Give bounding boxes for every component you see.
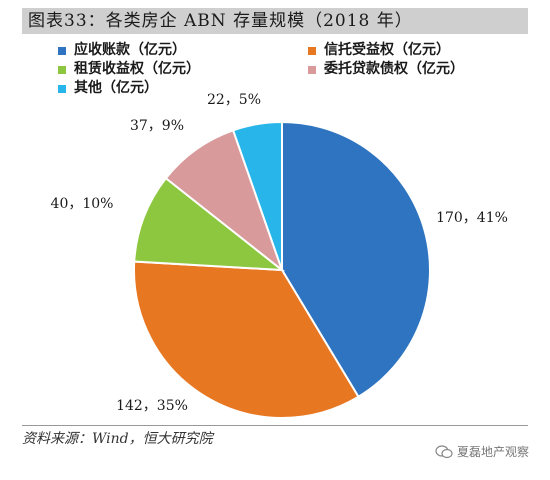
data-label-other: 22，5% <box>207 92 261 108</box>
legend-item-trust: 信托受益权（亿元） <box>308 42 450 59</box>
legend-item-other: 其他（亿元） <box>58 80 158 97</box>
watermark-text: 夏磊地产观察 <box>457 445 530 459</box>
pie-slices <box>133 120 431 419</box>
data-label-trust: 142，35% <box>116 398 188 414</box>
pie-slice-entrusted-loan <box>164 129 285 273</box>
data-label-entrusted-loan: 37，9% <box>130 118 184 134</box>
source-divider <box>22 425 528 426</box>
pie-slice-lease <box>133 176 286 272</box>
wechat-icon <box>435 444 453 458</box>
legend-swatch-entrusted-loan <box>308 65 316 74</box>
chart-title: 图表33：各类房企 ABN 存量规模（2018 年） <box>22 8 528 34</box>
legend-swatch-trust <box>308 46 316 55</box>
pie-labels: 170，41% 142，35% 40，10% 37，9% 22，5% <box>51 92 508 414</box>
legend-swatch-other <box>58 84 66 93</box>
data-label-lease: 40，10% <box>51 196 114 212</box>
legend-label-entrusted-loan: 委托贷款债权（亿元） <box>324 61 464 77</box>
legend-swatch-receivables <box>58 46 66 55</box>
legend-swatch-lease <box>58 65 66 74</box>
legend-item-lease: 租赁收益权（亿元） <box>58 61 200 78</box>
legend-item-entrusted-loan: 委托贷款债权（亿元） <box>308 61 464 78</box>
legend-label-receivables: 应收账款（亿元） <box>74 42 186 58</box>
pie-slice-receivables <box>281 120 431 399</box>
source-note: 资料来源：Wind，恒大研究院 <box>22 431 213 447</box>
data-label-receivables: 170，41% <box>436 210 508 226</box>
legend-label-other: 其他（亿元） <box>74 80 158 96</box>
watermark: 夏磊地产观察 <box>435 443 529 460</box>
legend-label-lease: 租赁收益权（亿元） <box>74 61 200 77</box>
legend-label-trust: 信托受益权（亿元） <box>324 42 450 58</box>
pie-slice-trust <box>133 260 360 419</box>
pie-slice-other <box>231 120 283 271</box>
legend-item-receivables: 应收账款（亿元） <box>58 42 186 59</box>
